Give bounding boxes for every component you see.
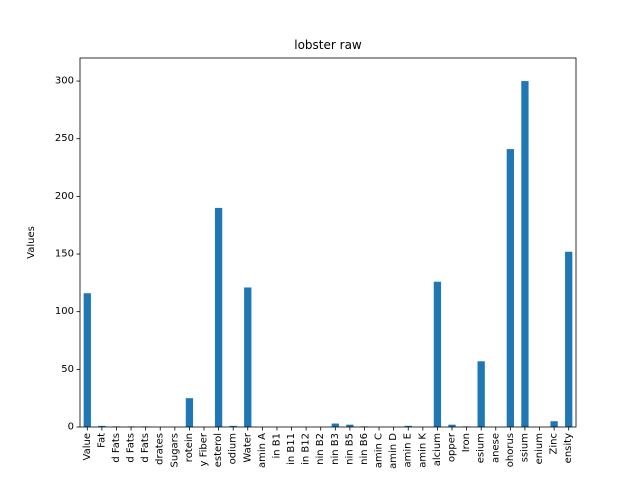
- plot-frame: [79, 57, 577, 428]
- x-tick-label: opper: [447, 432, 458, 462]
- bar: [448, 424, 456, 427]
- bar: [404, 425, 412, 427]
- x-tick-label: Fat: [96, 433, 107, 448]
- y-tick-label: 100: [55, 306, 74, 317]
- x-tick-label: in B12: [301, 433, 312, 465]
- x-tick-label: Iron: [461, 433, 472, 452]
- x-tick-label: nin B3: [330, 433, 341, 465]
- x-tick-label: amin D: [388, 433, 399, 469]
- x-tick-label: in B1: [271, 433, 282, 459]
- y-tick-label: 250: [55, 133, 74, 144]
- x-tick-label: anese: [490, 433, 501, 463]
- x-axis: Value Fat d Fats d Fats d Fats drates Sugars ro…: [82, 427, 574, 469]
- x-tick-label: amin C: [374, 433, 385, 468]
- y-tick-label: 200: [55, 191, 74, 202]
- bar: [331, 423, 339, 427]
- x-tick-label: esterol: [213, 433, 224, 467]
- x-tick-label: d Fats: [126, 433, 137, 463]
- x-tick-label: ensity: [563, 433, 574, 463]
- x-tick-label: enium: [534, 433, 545, 464]
- x-tick-label: Water: [242, 432, 253, 462]
- x-tick-label: nin B6: [359, 433, 370, 465]
- x-tick-label: in B11: [286, 433, 297, 465]
- x-tick-label: amin K: [417, 433, 428, 468]
- x-tick-label: Zinc: [549, 433, 560, 454]
- bar: [346, 424, 354, 427]
- x-tick-label: amin E: [403, 433, 414, 467]
- bar: [185, 398, 194, 427]
- bar: [565, 251, 573, 427]
- bar: [214, 207, 223, 427]
- bar: [477, 361, 485, 427]
- x-tick-label: Sugars: [169, 433, 180, 467]
- y-tick-label: 50: [61, 364, 74, 375]
- x-tick-label: amin A: [257, 433, 268, 468]
- x-tick-label: drates: [155, 433, 166, 465]
- x-tick-label: alcium: [432, 433, 443, 466]
- x-tick-label: rotein: [184, 433, 195, 462]
- y-tick-label: 0: [68, 422, 74, 433]
- x-tick-label: Value: [82, 433, 93, 460]
- x-tick-label: odium: [228, 433, 239, 464]
- y-axis: 0 50 100 150 200 250 300: [55, 76, 80, 433]
- bar: [83, 293, 91, 427]
- x-tick-label: nin B5: [344, 433, 355, 465]
- bar: [244, 287, 252, 427]
- y-tick-label: 300: [55, 76, 74, 87]
- x-tick-label: ssium: [519, 433, 530, 462]
- chart-title: lobster raw: [294, 38, 362, 52]
- bar: [98, 425, 106, 427]
- x-tick-label: ohorus: [505, 433, 516, 467]
- x-tick-label: esium: [476, 433, 487, 463]
- x-tick-label: d Fats: [111, 433, 122, 463]
- bar: [550, 421, 558, 427]
- y-axis-label: Values: [26, 226, 37, 259]
- x-tick-label: y Fiber: [199, 432, 210, 466]
- bar: [521, 81, 529, 427]
- bar: [433, 281, 442, 427]
- x-tick-label: nin B2: [315, 433, 326, 465]
- y-tick-label: 150: [55, 249, 74, 260]
- bar: [506, 149, 514, 428]
- x-tick-label: d Fats: [140, 433, 151, 463]
- bar: [229, 425, 237, 427]
